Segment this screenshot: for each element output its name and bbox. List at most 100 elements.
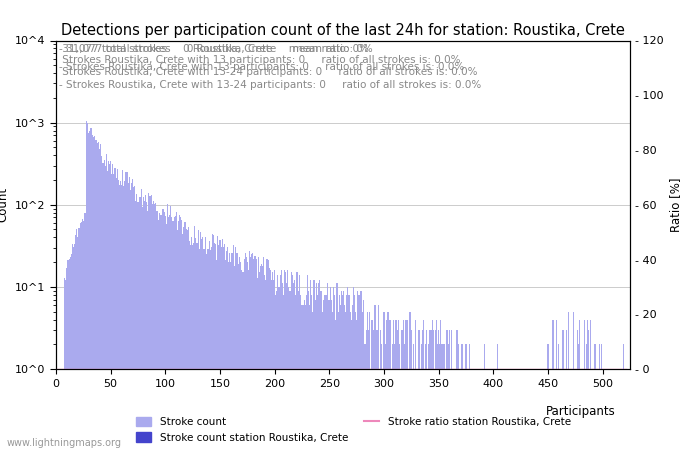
Bar <box>295 295 296 450</box>
Bar <box>344 305 345 450</box>
Bar <box>407 369 409 450</box>
Bar <box>197 230 199 450</box>
Bar <box>439 344 440 450</box>
Bar <box>222 239 223 450</box>
Bar <box>240 262 241 450</box>
Bar <box>507 369 508 450</box>
Bar <box>111 174 112 450</box>
Bar <box>497 344 498 450</box>
Bar <box>587 320 588 450</box>
Bar <box>247 262 248 450</box>
Y-axis label: Ratio [%]: Ratio [%] <box>669 177 682 232</box>
Bar <box>82 219 83 450</box>
Bar <box>209 250 211 450</box>
Bar <box>405 320 407 450</box>
Bar <box>369 311 370 450</box>
Bar <box>321 291 322 450</box>
Bar <box>284 270 285 450</box>
Bar <box>354 295 355 450</box>
Bar <box>337 311 339 450</box>
Bar <box>199 232 201 450</box>
Bar <box>147 211 148 450</box>
Bar <box>498 369 499 450</box>
Bar <box>485 369 486 450</box>
Bar <box>283 295 284 450</box>
Bar <box>540 369 541 450</box>
Bar <box>144 201 145 450</box>
Bar <box>269 268 270 450</box>
Bar <box>97 143 98 450</box>
Bar <box>113 174 115 450</box>
Bar <box>286 284 287 450</box>
Bar <box>192 245 193 450</box>
Text: - Strokes Roustika, Crete with 13-24 participants: 0     ratio of all strokes is: - Strokes Roustika, Crete with 13-24 par… <box>59 80 481 90</box>
Bar <box>401 330 402 450</box>
Bar <box>118 180 119 450</box>
Bar <box>154 204 155 450</box>
Bar <box>326 295 327 450</box>
Bar <box>447 330 448 450</box>
Bar <box>276 291 277 450</box>
Bar <box>302 305 304 450</box>
Bar <box>239 257 240 450</box>
Bar <box>578 344 579 450</box>
Bar <box>413 344 414 450</box>
Bar <box>450 369 452 450</box>
Bar <box>260 266 261 450</box>
Bar <box>273 280 274 450</box>
Bar <box>281 270 282 450</box>
Bar <box>234 247 236 450</box>
Bar <box>356 320 357 450</box>
Bar <box>461 344 462 450</box>
Bar <box>437 344 438 450</box>
Bar <box>349 311 351 450</box>
Bar <box>187 230 188 450</box>
Bar <box>177 230 178 450</box>
Bar <box>312 311 314 450</box>
Bar <box>456 330 458 450</box>
Bar <box>346 295 347 450</box>
Bar <box>155 203 156 450</box>
Bar <box>106 154 107 450</box>
Bar <box>542 369 543 450</box>
Bar <box>368 330 369 450</box>
Bar <box>436 320 437 450</box>
Bar <box>438 330 439 450</box>
Bar <box>510 369 512 450</box>
Bar <box>323 300 324 450</box>
Bar <box>333 287 335 450</box>
Bar <box>519 369 520 450</box>
Bar <box>135 201 136 450</box>
Bar <box>65 280 66 450</box>
Bar <box>623 344 624 450</box>
Bar <box>193 243 195 450</box>
Bar <box>306 295 307 450</box>
Bar <box>426 330 427 450</box>
Bar <box>592 369 594 450</box>
Bar <box>319 280 320 450</box>
Bar <box>517 369 518 450</box>
Bar <box>351 305 353 450</box>
Bar <box>267 261 269 450</box>
Bar <box>365 344 366 450</box>
Bar <box>343 291 344 450</box>
Bar <box>99 148 100 450</box>
Bar <box>412 369 413 450</box>
Bar <box>115 168 116 450</box>
Bar <box>331 300 332 450</box>
Bar <box>471 369 472 450</box>
Bar <box>182 234 183 450</box>
Bar <box>220 247 222 450</box>
Bar <box>364 344 365 450</box>
Bar <box>480 369 481 450</box>
Bar <box>518 369 519 450</box>
Bar <box>372 330 374 450</box>
Bar <box>136 194 137 450</box>
Bar <box>429 330 430 450</box>
Bar <box>206 254 207 450</box>
Bar <box>417 369 419 450</box>
Bar <box>236 253 237 450</box>
Y-axis label: Count: Count <box>0 187 10 222</box>
Bar <box>244 253 246 450</box>
Bar <box>252 253 253 450</box>
